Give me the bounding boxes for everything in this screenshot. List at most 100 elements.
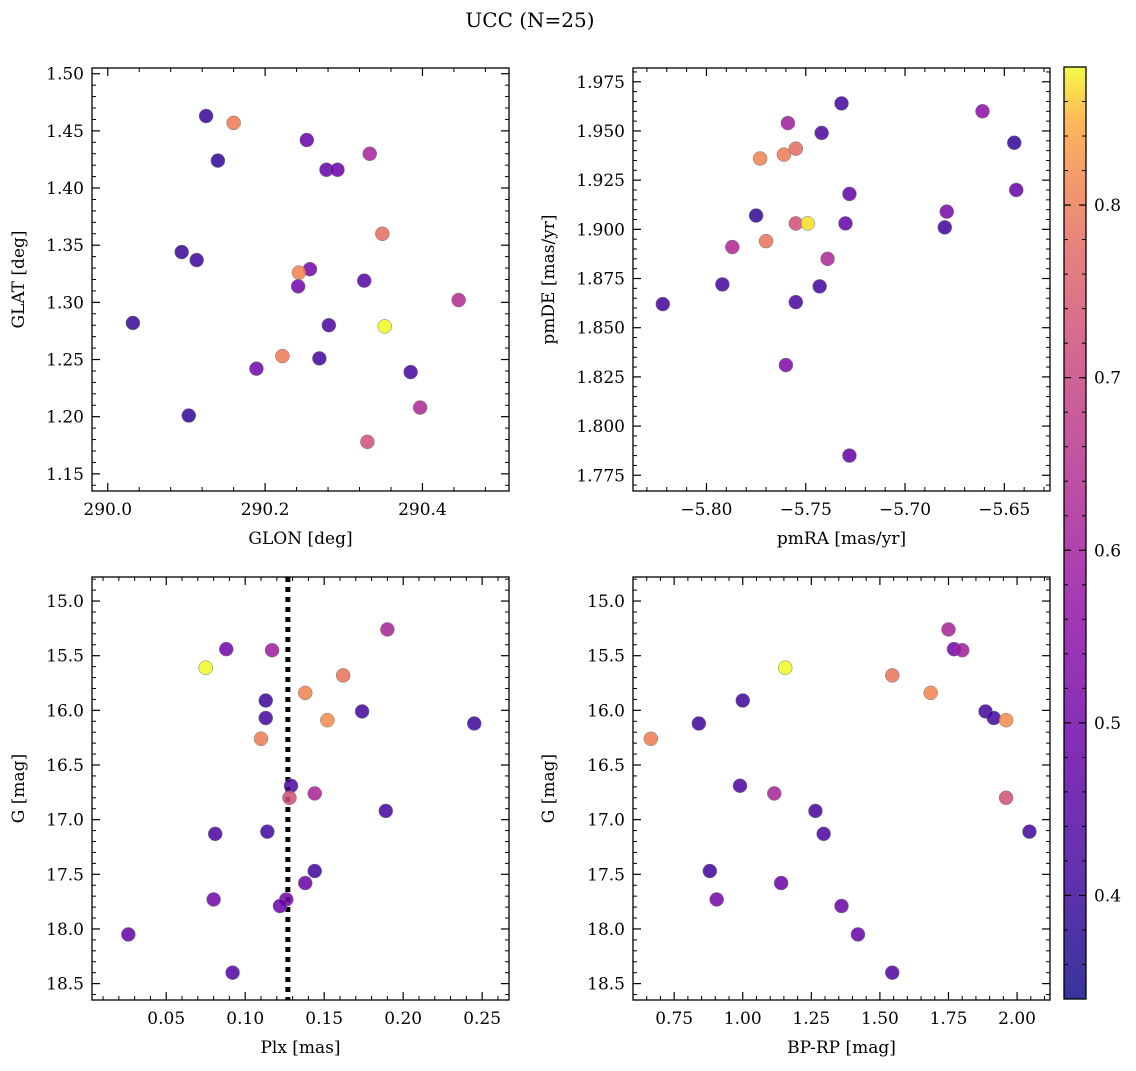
figure-title: UCC (N=25) [465, 8, 594, 32]
scatter-point [923, 685, 938, 701]
scatter-point [249, 361, 264, 376]
scatter-point [290, 279, 306, 294]
scatter-point [206, 892, 221, 907]
x-tick-label: 290.2 [241, 500, 290, 520]
colorbar-tick-label: 0.4 [1094, 886, 1121, 906]
scatter-point [378, 803, 394, 819]
ticks: −5.80 −5.75 −5.70 −5.65 1.775 1.800 1.825 1.850… [576, 68, 1050, 520]
scatter-point [283, 778, 299, 794]
colorbar-frame [1063, 66, 1087, 1000]
colorbar-tick-label: 0.5 [1094, 714, 1121, 734]
y-tick-label: 1.875 [576, 270, 625, 290]
scatter-panel-4: 0.75 1.00 1.25 1.50 1.75 2.00 15.0 15.5 16.0 16.5… [539, 576, 1051, 1058]
x-tick-label: −5.70 [879, 500, 931, 520]
scatter-point [264, 642, 280, 658]
ticks: 290.0 290.2 290.4 1.15 1.20 1.25 1.30 1.35 1.40 1… [46, 65, 509, 520]
x-tick-label: 1.50 [861, 1009, 899, 1029]
y-tick-label: 16.0 [587, 701, 625, 721]
y-tick-label: 17.5 [587, 865, 625, 885]
scatter-point [121, 927, 136, 942]
x-tick-label: 1.25 [792, 1009, 830, 1029]
y-tick-label: 1.35 [46, 236, 84, 256]
scatter-point [225, 965, 240, 980]
y-tick-label: 18.5 [46, 975, 84, 995]
scatter-point [1022, 824, 1037, 839]
colorbar-tick-label: 0.8 [1094, 196, 1121, 216]
scatter-point [842, 448, 857, 463]
scatter-point [198, 108, 214, 124]
colorbar-tick-label: 0.7 [1094, 369, 1121, 389]
points [643, 622, 1037, 980]
scatter-panel-2: −5.80 −5.75 −5.70 −5.65 1.775 1.800 1.825 1.850… [539, 67, 1051, 549]
x-tick-label: −5.65 [978, 500, 1030, 520]
scatter-point [307, 786, 322, 801]
scatter-point [998, 790, 1014, 806]
scatter-point [1008, 182, 1024, 198]
scatter-point [219, 641, 234, 657]
points [655, 96, 1024, 463]
scatter-point [643, 731, 659, 747]
scatter-point [758, 233, 774, 249]
scatter-point [842, 186, 857, 202]
y-tick-label: 17.5 [46, 865, 84, 885]
y-tick-label: 18.5 [587, 975, 625, 995]
scatter-point [356, 273, 372, 288]
axes-frame [632, 67, 1051, 492]
scatter-point [330, 162, 345, 177]
scatter-point [335, 668, 351, 683]
scatter-point [375, 226, 390, 242]
y-tick-label: 1.950 [576, 122, 625, 142]
x-tick-label: −5.80 [680, 500, 732, 520]
y-tick-label: 1.20 [46, 408, 84, 428]
y-tick-label: 1.925 [576, 171, 625, 191]
scatter-point [1007, 135, 1022, 151]
scatter-point [735, 693, 750, 708]
scatter-point [272, 898, 288, 914]
x-tick-label: 290.0 [83, 500, 132, 520]
y-tick-label: 15.0 [46, 592, 84, 612]
axes-frame [632, 576, 1051, 1001]
scatter-point [451, 292, 466, 308]
scatter-point [834, 898, 849, 914]
scatter-point [820, 251, 835, 267]
scatter-point [360, 434, 375, 450]
scatter-point [125, 315, 141, 331]
axes-frame [91, 576, 510, 1001]
y-tick-label: 18.0 [46, 920, 84, 940]
scatter-point [814, 125, 829, 141]
colorbar-gradient [1064, 67, 1086, 999]
y-tick-label: 1.850 [576, 319, 625, 339]
y-tick-label: 16.5 [46, 756, 84, 776]
scatter-point [403, 364, 418, 380]
scatter-point [377, 319, 392, 334]
scatter-point [986, 710, 1002, 726]
x-tick-label: 0.05 [147, 1009, 185, 1029]
x-tick-label: 290.4 [398, 500, 447, 520]
scatter-point [732, 778, 748, 794]
scatter-point [808, 803, 823, 819]
scatter-point [776, 147, 792, 162]
x-axis-label: Plx [mas] [260, 1038, 340, 1058]
scatter-point [788, 141, 804, 156]
scatter-point [275, 348, 290, 364]
y-axis-label: G [mag] [539, 754, 559, 823]
scatter-point [937, 220, 953, 235]
ticks: 0.05 0.10 0.15 0.20 0.25 15.0 15.5 16.0 16.5 17.0… [46, 577, 509, 1029]
scatter-point [226, 115, 241, 131]
x-tick-label: 1.75 [930, 1009, 968, 1029]
scatter-point [941, 622, 956, 637]
scatter-point [282, 790, 297, 806]
scatter-point [780, 115, 796, 131]
scatter-point [800, 216, 815, 231]
scatter-point [258, 710, 273, 726]
y-tick-label: 1.800 [576, 417, 625, 437]
y-tick-label: 1.40 [46, 179, 84, 199]
scatter-point [260, 824, 275, 839]
ticks: 0.75 1.00 1.25 1.50 1.75 2.00 15.0 15.5 16.0 16.5… [587, 577, 1050, 1029]
scatter-panel-3: 0.05 0.10 0.15 0.20 0.25 15.0 15.5 16.0 16.5 17.0… [9, 576, 510, 1058]
scatter-point [189, 252, 204, 268]
colorbar-tick-label: 0.6 [1094, 541, 1121, 561]
x-tick-label: 0.10 [226, 1009, 264, 1029]
y-tick-label: 15.5 [587, 647, 625, 667]
x-tick-label: −5.75 [780, 500, 832, 520]
